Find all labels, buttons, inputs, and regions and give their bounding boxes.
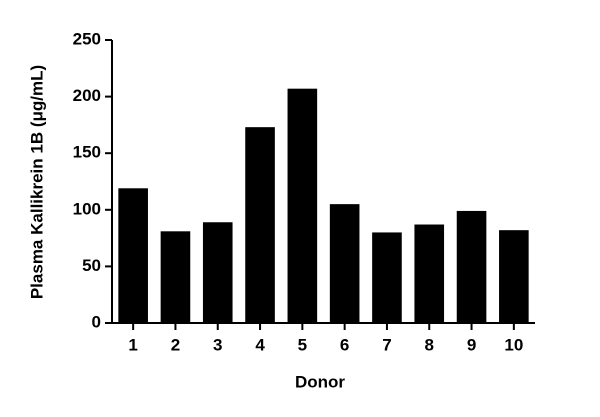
x-axis-label: Donor — [295, 372, 345, 391]
bar — [372, 232, 402, 323]
y-tick-label: 100 — [73, 199, 101, 218]
bar — [456, 210, 487, 323]
x-tick-label: 6 — [340, 335, 349, 354]
bar — [245, 127, 275, 323]
y-tick-label: 50 — [82, 256, 101, 275]
y-tick-label: 150 — [73, 143, 101, 162]
x-tick-label: 8 — [425, 335, 434, 354]
x-tick-label: 7 — [382, 335, 391, 354]
bar — [329, 204, 360, 323]
y-tick-label: 0 — [92, 312, 101, 331]
bar — [499, 230, 529, 323]
x-tick-label: 9 — [467, 335, 476, 354]
y-axis-label: Plasma Kallikrein 1B (μg/mL) — [27, 65, 46, 299]
x-tick-label: 3 — [213, 335, 222, 354]
x-tick-label: 5 — [298, 335, 307, 354]
bar — [118, 188, 148, 323]
y-tick-label: 200 — [73, 86, 101, 105]
bar — [202, 222, 233, 323]
bar — [287, 88, 318, 324]
bar — [414, 224, 445, 323]
bar — [160, 231, 191, 323]
y-tick-label: 250 — [73, 29, 101, 48]
x-tick-label: 10 — [504, 335, 523, 354]
x-tick-label: 4 — [255, 335, 265, 354]
x-tick-label: 1 — [128, 335, 137, 354]
x-tick-label: 2 — [171, 335, 180, 354]
